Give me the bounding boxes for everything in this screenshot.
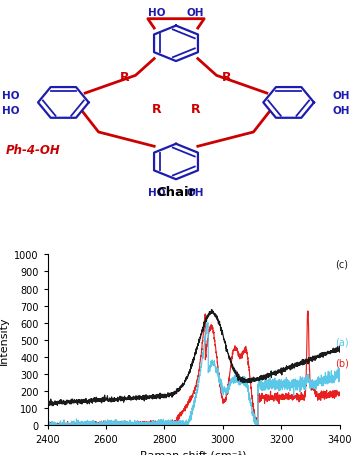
Text: R: R (120, 71, 130, 84)
Text: (a): (a) (335, 337, 349, 347)
Text: OH: OH (333, 106, 350, 116)
Text: Chair: Chair (156, 185, 196, 198)
Text: OH: OH (187, 9, 204, 18)
Text: Ph-4-OH: Ph-4-OH (5, 143, 60, 157)
Text: R: R (152, 103, 162, 116)
Text: OH: OH (333, 91, 350, 100)
Y-axis label: Intensity: Intensity (0, 316, 8, 364)
X-axis label: Raman shift (cm⁻¹): Raman shift (cm⁻¹) (140, 450, 247, 455)
Text: HO: HO (148, 9, 165, 18)
Text: (b): (b) (335, 358, 349, 368)
Text: HO: HO (2, 91, 19, 100)
Text: (c): (c) (335, 259, 348, 269)
Text: R: R (222, 71, 232, 84)
Text: HO: HO (148, 188, 165, 198)
Text: R: R (190, 103, 200, 116)
Text: HO: HO (2, 106, 19, 116)
Text: OH: OH (187, 188, 204, 198)
